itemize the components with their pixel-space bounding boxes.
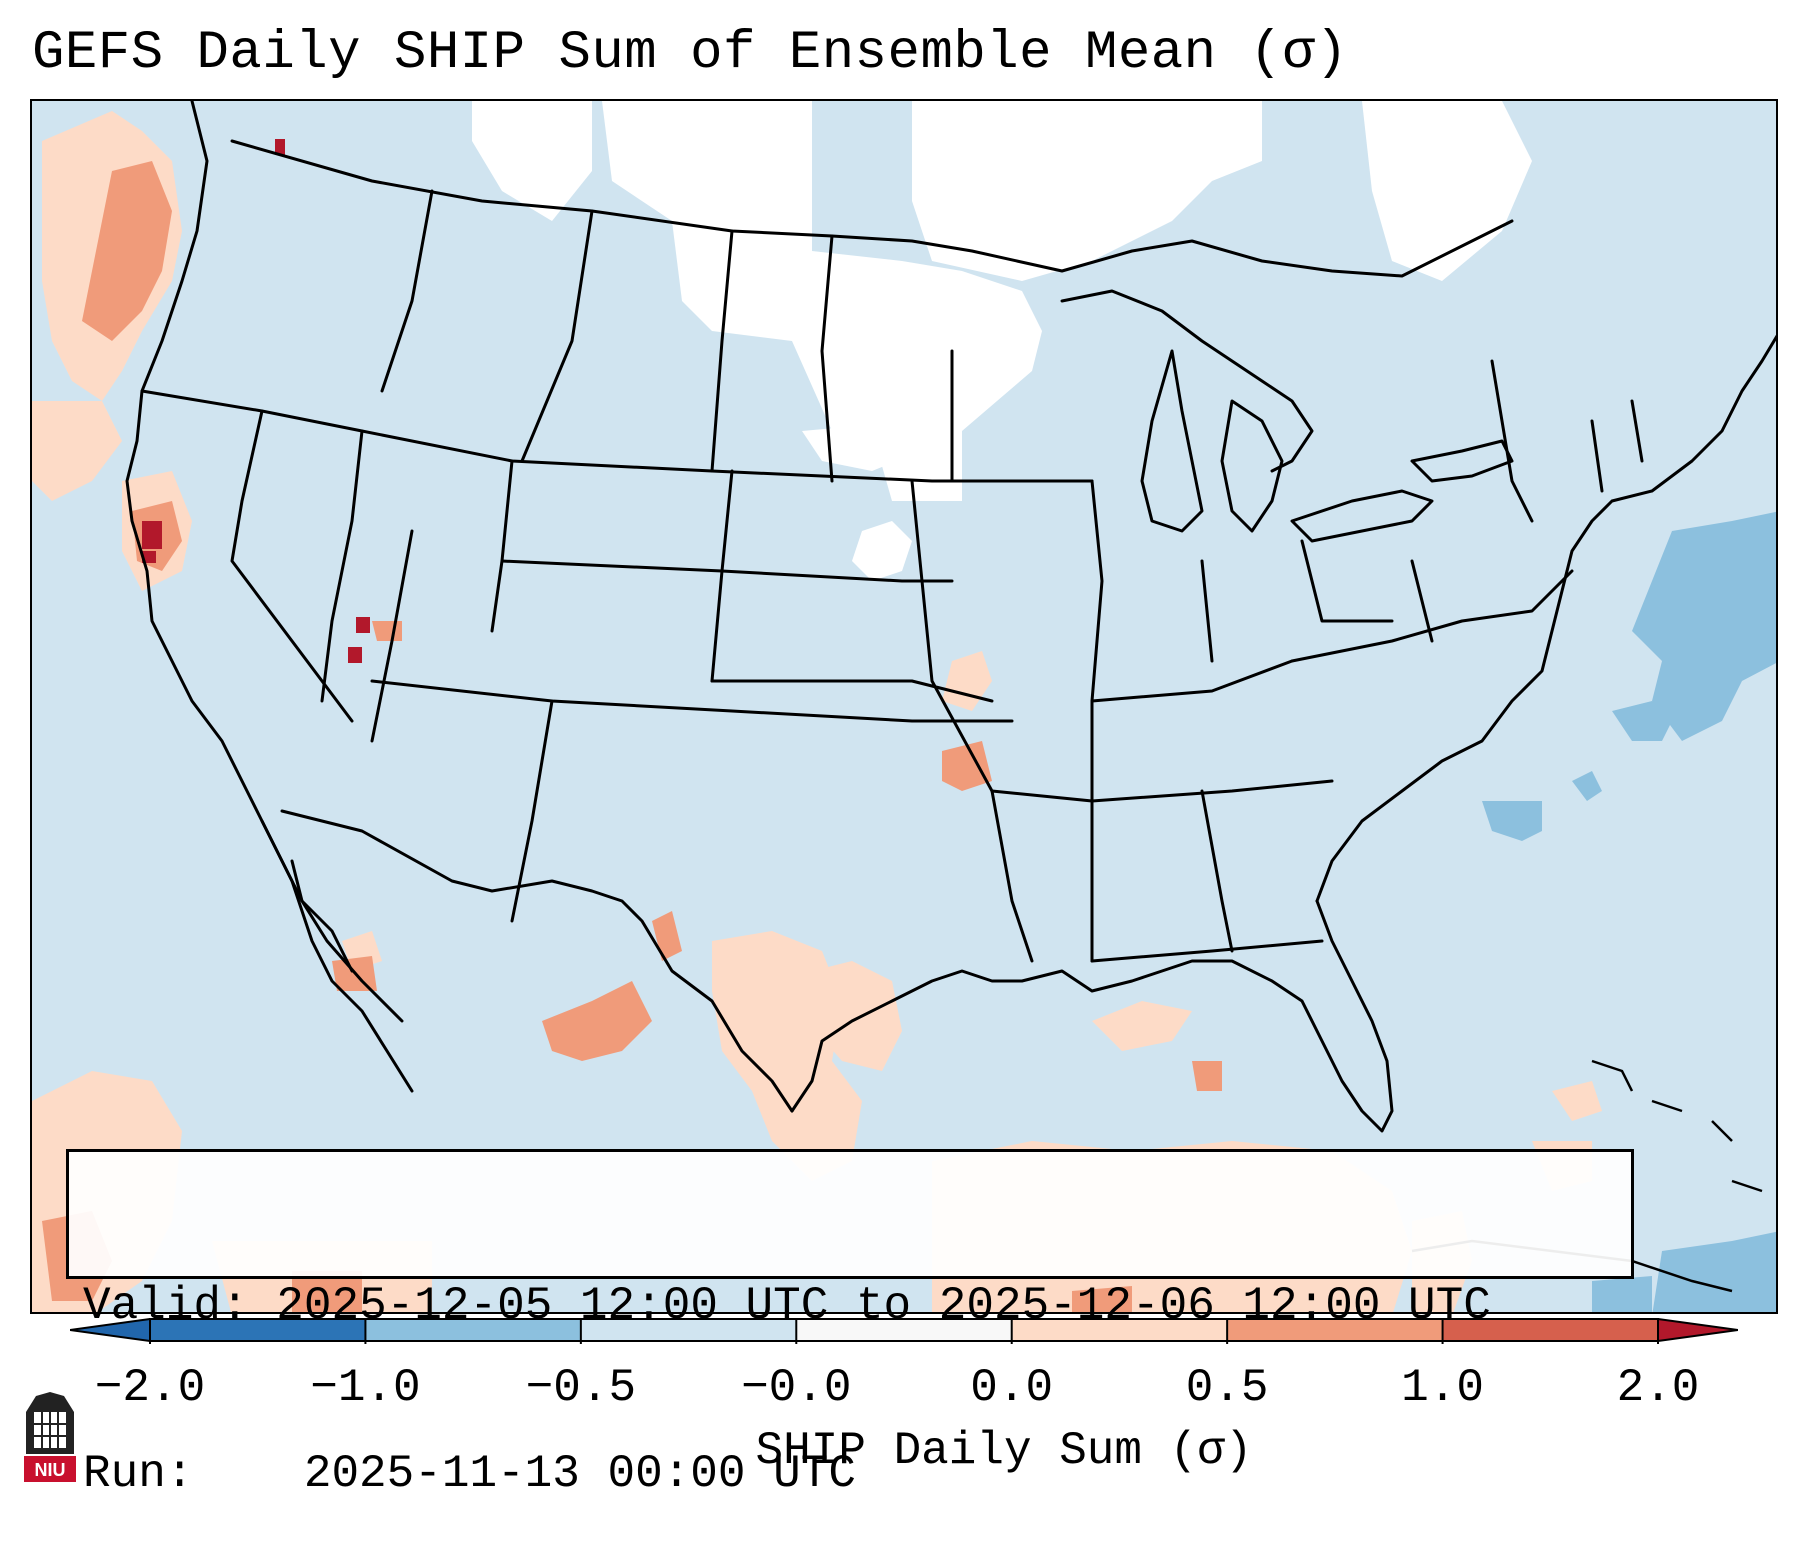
run-label: Run: [83, 1448, 194, 1500]
colorbar-label: SHIP Daily Sum (σ) [755, 1425, 1253, 1477]
strong-positive-anomalies [142, 139, 370, 663]
colorbar-tick-label: −0.5 [525, 1362, 637, 1414]
political-boundaries [125, 101, 1776, 1133]
run-row: Run: 2025-11-13 00:00 UTC [83, 1446, 1631, 1502]
colorbar-bin [365, 1319, 582, 1341]
colorbar-tick-label: −0.0 [741, 1362, 852, 1414]
colorbar-tick-label: 0.0 [970, 1362, 1054, 1414]
colorbar-tick-label: −2.0 [94, 1362, 206, 1414]
colorbar-over-outline [1657, 1318, 1738, 1342]
colorbar-tick-label: 2.0 [1616, 1362, 1700, 1414]
colorbar [70, 1318, 1738, 1344]
niu-logo: NIU [24, 1392, 76, 1482]
chart-title: GEFS Daily SHIP Sum of Ensemble Mean (σ) [32, 23, 1349, 84]
colorbar-bin [150, 1319, 366, 1341]
colorbar-bin [1011, 1319, 1228, 1341]
colorbar-under-outline [70, 1318, 151, 1342]
negative-anomalies [1482, 511, 1776, 1312]
colorbar-bin [1227, 1319, 1444, 1341]
near-zero-region [472, 101, 1532, 581]
map-svg [32, 101, 1776, 1312]
colorbar-over-arrow [1658, 1319, 1738, 1341]
colorbar-bin [796, 1319, 1013, 1341]
colorbar-bin [1442, 1319, 1659, 1341]
colorbar-tick-label: 0.5 [1185, 1362, 1269, 1414]
valid-run-info-box: Valid: 2025-12-05 12:00 UTC to 2025-12-0… [66, 1149, 1634, 1500]
colorbar-under-arrow [70, 1319, 150, 1341]
colorbar-tick-label: 1.0 [1401, 1362, 1484, 1414]
colorbar-bin [580, 1319, 797, 1341]
logo-text: NIU [35, 1460, 66, 1480]
colorbar-tick-label: −1.0 [310, 1362, 421, 1414]
map-panel [30, 99, 1778, 1314]
colorbar-ticks [149, 1319, 1659, 1344]
colorbar-bins [150, 1319, 1659, 1341]
run-text: 2025-11-13 00:00 UTC [303, 1448, 856, 1500]
